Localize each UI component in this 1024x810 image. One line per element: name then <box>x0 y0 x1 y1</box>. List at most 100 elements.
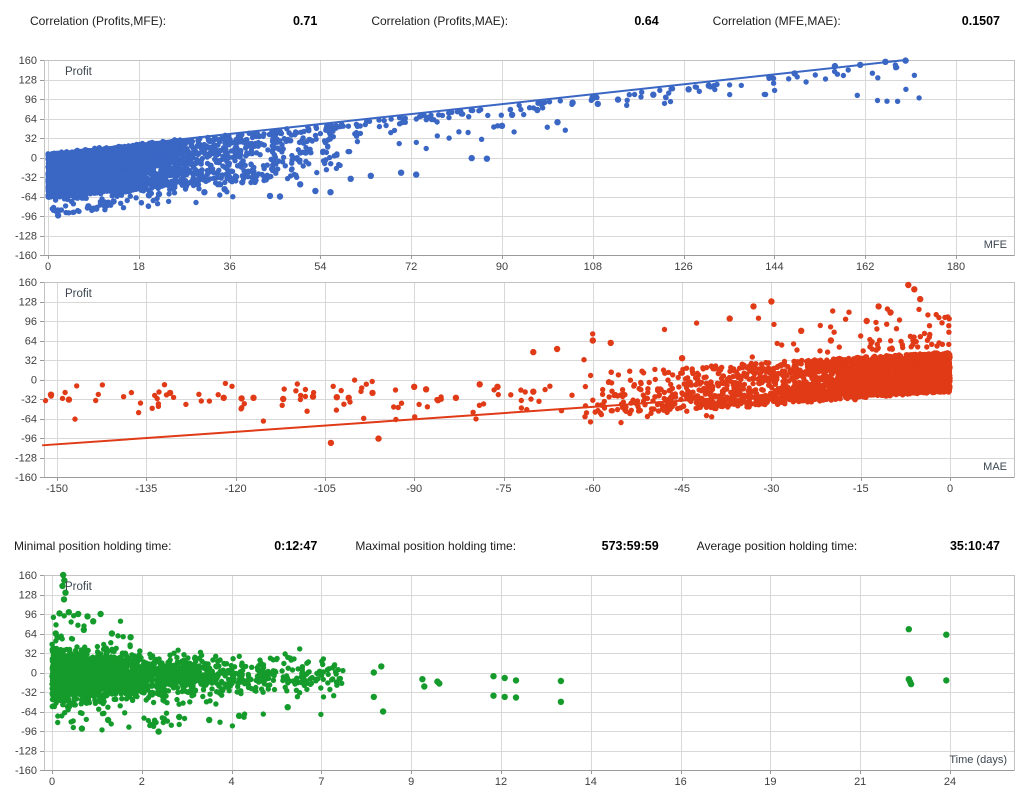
stat-max-holding-time: Maximal position holding time: 573:59:59 <box>341 539 682 553</box>
holding-time-stats-row: Minimal position holding time: 0:12:47 M… <box>0 531 1024 561</box>
profit-vs-holding-time-points <box>49 571 950 735</box>
y-tick-label: -96 <box>21 433 37 445</box>
y-tick-label: -96 <box>21 726 37 738</box>
y-tick-label: 96 <box>25 316 37 328</box>
y-tick-label: -128 <box>15 746 37 758</box>
profit-vs-mfe-chart: 0 18 36 54 72 90 108 126 144 162 1801601289664320-… <box>15 55 1015 273</box>
stat-value: 35:10:47 <box>949 539 1000 553</box>
stat-correlation-profits-mfe: Correlation (Profits,MFE): 0.71 <box>0 14 341 28</box>
y-tick-label: 160 <box>19 277 37 289</box>
x-tick-label: -135 <box>135 483 157 495</box>
y-tick-label: 160 <box>19 570 37 582</box>
y-tick-label: -96 <box>21 211 37 223</box>
stat-avg-holding-time: Average position holding time: 35:10:47 <box>683 539 1024 553</box>
y-tick-label: 128 <box>19 590 37 602</box>
stat-correlation-profits-mae: Correlation (Profits,MAE): 0.64 <box>341 14 682 28</box>
axis-lines <box>40 282 1014 481</box>
axis-lines <box>40 575 1014 774</box>
y-tick-label: 128 <box>19 75 37 87</box>
stat-label: Correlation (MFE,MAE): <box>712 14 841 28</box>
stat-label: Maximal position holding time: <box>355 539 517 553</box>
y-tick-label: -128 <box>15 453 37 465</box>
x-tick-label: 90 <box>496 261 508 273</box>
y-axis-title: Profit <box>65 288 93 300</box>
x-tick-label: 12 <box>495 776 507 788</box>
x-tick-label: 108 <box>584 261 602 273</box>
axis-lines <box>40 60 1014 259</box>
x-tick-label: 18 <box>133 261 145 273</box>
x-tick-label: 2 <box>139 776 145 788</box>
y-axis-title: Profit <box>65 581 93 593</box>
tick-labels: 0 2 4 7 9 12 14 16 19 21 241601289664320-32-64-96-… <box>15 570 956 788</box>
y-tick-label: -160 <box>15 472 37 484</box>
x-tick-label: 144 <box>765 261 783 273</box>
x-axis-title: Time (days) <box>949 754 1007 766</box>
profit-vs-mfe-trendline <box>47 59 906 155</box>
stat-label: Minimal position holding time: <box>14 539 172 553</box>
x-tick-label: 7 <box>318 776 324 788</box>
x-tick-label: -75 <box>496 483 512 495</box>
y-tick-label: 32 <box>25 133 37 145</box>
stat-value: 0:12:47 <box>274 539 318 553</box>
x-tick-label: -45 <box>674 483 690 495</box>
stat-min-holding-time: Minimal position holding time: 0:12:47 <box>0 539 341 553</box>
stat-value: 0.1507 <box>961 14 1000 28</box>
x-tick-label: 36 <box>223 261 235 273</box>
profit-vs-mae-points <box>42 281 953 447</box>
x-tick-label: -30 <box>763 483 779 495</box>
x-tick-label: 19 <box>764 776 776 788</box>
y-tick-label: 128 <box>19 297 37 309</box>
x-tick-label: 72 <box>405 261 417 273</box>
x-tick-label: -120 <box>225 483 247 495</box>
stat-label: Correlation (Profits,MFE): <box>30 14 167 28</box>
x-tick-label: 0 <box>49 776 55 788</box>
y-tick-label: 96 <box>25 94 37 106</box>
y-tick-label: 32 <box>25 648 37 660</box>
x-tick-label: 180 <box>947 261 965 273</box>
y-tick-label: 0 <box>31 153 37 165</box>
x-tick-label: 0 <box>947 483 953 495</box>
x-tick-label: -15 <box>853 483 869 495</box>
y-tick-label: -160 <box>15 765 37 777</box>
y-tick-label: -32 <box>21 394 37 406</box>
stat-label: Average position holding time: <box>696 539 858 553</box>
stat-correlation-mfe-mae: Correlation (MFE,MAE): 0.1507 <box>683 14 1024 28</box>
x-tick-label: 16 <box>674 776 686 788</box>
x-tick-label: 21 <box>854 776 866 788</box>
y-tick-label: -128 <box>15 231 37 243</box>
x-tick-label: 14 <box>585 776 597 788</box>
y-tick-label: 160 <box>19 55 37 67</box>
y-tick-label: -32 <box>21 687 37 699</box>
y-tick-label: 64 <box>25 114 37 126</box>
x-tick-label: 24 <box>944 776 956 788</box>
y-tick-label: -32 <box>21 172 37 184</box>
x-axis-title: MFE <box>984 239 1007 251</box>
y-tick-label: -64 <box>21 414 37 426</box>
profit-vs-mae-chart: -150 -135 -120 -105 -90 -75 -60 -45 -30 -15 016012… <box>15 277 1015 495</box>
y-tick-label: 64 <box>25 629 37 641</box>
x-tick-label: 0 <box>45 261 51 273</box>
y-tick-label: 32 <box>25 355 37 367</box>
x-tick-label: 4 <box>229 776 235 788</box>
stat-value: 573:59:59 <box>601 539 659 553</box>
x-axis-title: MAE <box>983 461 1007 473</box>
profit-vs-mae-trendline <box>42 380 951 447</box>
x-tick-label: 126 <box>674 261 692 273</box>
y-tick-label: 0 <box>31 668 37 680</box>
y-axis-title: Profit <box>65 66 93 78</box>
stat-label: Correlation (Profits,MAE): <box>371 14 509 28</box>
x-tick-label: -150 <box>46 483 68 495</box>
x-tick-label: -90 <box>406 483 422 495</box>
x-tick-label: 9 <box>408 776 414 788</box>
y-tick-label: -64 <box>21 707 37 719</box>
x-tick-label: -105 <box>314 483 336 495</box>
x-tick-label: 54 <box>314 261 326 273</box>
tick-labels: 0 18 36 54 72 90 108 126 144 162 1801601289664320-… <box>15 55 965 273</box>
correlation-stats-row: Correlation (Profits,MFE): 0.71 Correlat… <box>0 6 1024 36</box>
tick-labels: -150 -135 -120 -105 -90 -75 -60 -45 -30 -15 016012… <box>15 277 953 495</box>
profit-vs-time-chart: 0 2 4 7 9 12 14 16 19 21 241601289664320-32-64-96-… <box>15 570 1015 788</box>
x-tick-label: -60 <box>585 483 601 495</box>
y-tick-label: -160 <box>15 250 37 262</box>
y-tick-label: 64 <box>25 336 37 348</box>
